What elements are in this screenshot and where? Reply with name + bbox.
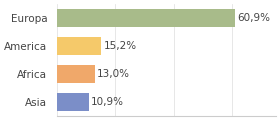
Text: 60,9%: 60,9% (237, 13, 270, 23)
Text: 13,0%: 13,0% (97, 69, 130, 79)
Text: 10,9%: 10,9% (91, 97, 124, 107)
Bar (57, 37, 101, 55)
Bar (57, 65, 95, 83)
Text: 15,2%: 15,2% (104, 41, 137, 51)
Bar (57, 93, 89, 111)
Bar (57, 9, 235, 27)
